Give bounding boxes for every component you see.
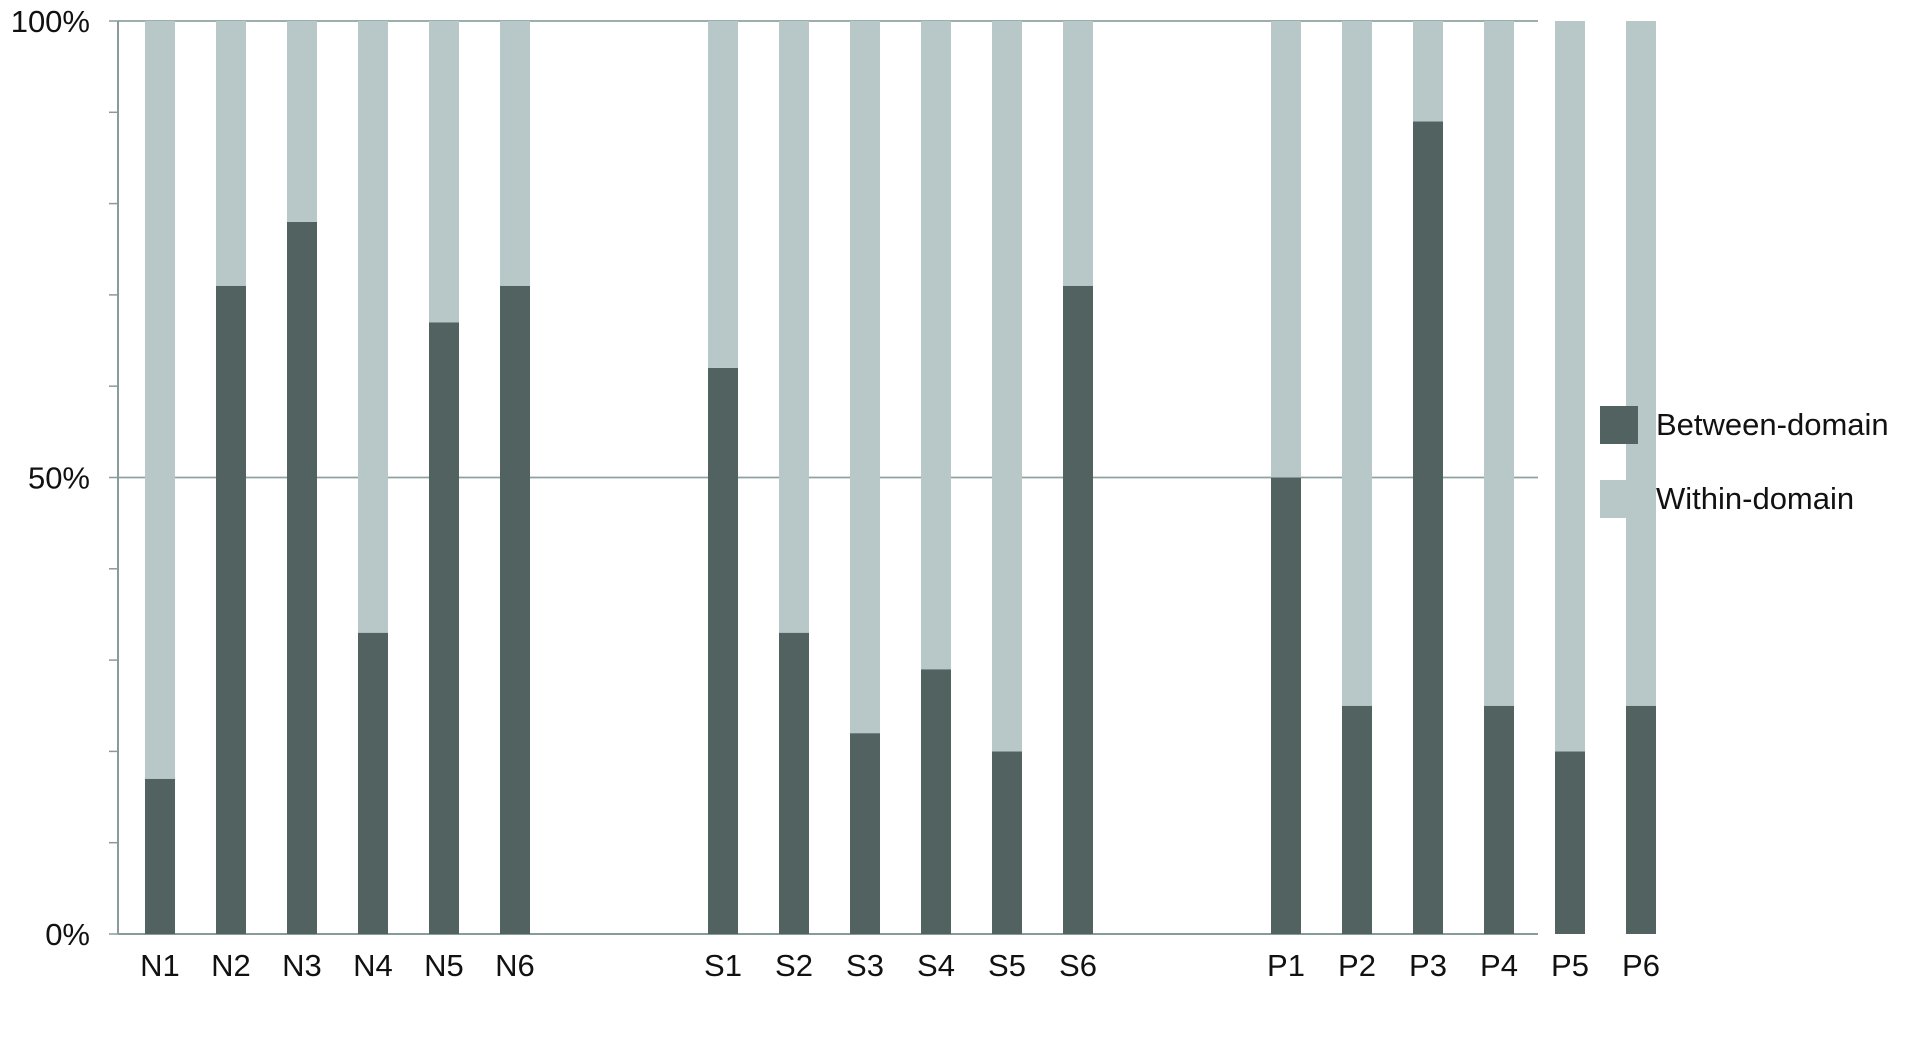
x-tick-label: N1 xyxy=(140,948,180,983)
x-tick-label: P6 xyxy=(1622,948,1660,983)
bar-p1-between-domain xyxy=(1271,477,1301,934)
bar-n2-between-domain xyxy=(216,285,246,934)
legend-item-between-domain: Between-domain xyxy=(1600,405,1889,445)
x-tick-label: P2 xyxy=(1338,948,1376,983)
bar-n2-within-domain xyxy=(216,21,246,286)
x-tick-label: S2 xyxy=(775,948,813,983)
bar-n6-between-domain xyxy=(500,285,530,934)
x-tick-label: S3 xyxy=(846,948,884,983)
bar-p4-within-domain xyxy=(1484,21,1514,706)
bar-n3-within-domain xyxy=(287,21,317,222)
x-tick-label: S1 xyxy=(704,948,742,983)
bar-s3-within-domain xyxy=(850,21,880,734)
bar-n5-within-domain xyxy=(429,21,459,323)
bar-s5-within-domain xyxy=(992,21,1022,752)
bar-s1-within-domain xyxy=(708,21,738,368)
bar-n5-between-domain xyxy=(429,322,459,934)
y-tick-label: 50% xyxy=(28,461,90,496)
bar-n6-within-domain xyxy=(500,21,530,286)
bar-s4-within-domain xyxy=(921,21,951,670)
x-tick-label: N3 xyxy=(282,948,322,983)
bar-s3-between-domain xyxy=(850,733,880,934)
bar-s5-between-domain xyxy=(992,751,1022,934)
x-tick-label: P5 xyxy=(1551,948,1589,983)
x-tick-label: S6 xyxy=(1059,948,1097,983)
bar-p3-between-domain xyxy=(1413,121,1443,935)
bar-n4-between-domain xyxy=(358,632,388,934)
legend-swatch-within-domain xyxy=(1600,480,1638,518)
x-tick-label: P4 xyxy=(1480,948,1518,983)
legend-swatch-between-domain xyxy=(1600,406,1638,444)
bar-n1-between-domain xyxy=(145,778,175,934)
bar-p3-within-domain xyxy=(1413,21,1443,122)
y-tick-label: 100% xyxy=(11,4,90,39)
bar-s1-between-domain xyxy=(708,367,738,934)
bar-p1-within-domain xyxy=(1271,21,1301,478)
bar-n4-within-domain xyxy=(358,21,388,633)
chart-legend: Between-domain Within-domain xyxy=(1600,405,1889,553)
bar-p4-between-domain xyxy=(1484,705,1514,934)
legend-label-between-domain: Between-domain xyxy=(1656,407,1889,442)
bar-n1-within-domain xyxy=(145,21,175,779)
bar-s6-between-domain xyxy=(1063,285,1093,934)
bar-s2-within-domain xyxy=(779,21,809,633)
legend-label-within-domain: Within-domain xyxy=(1656,481,1855,516)
bar-s2-between-domain xyxy=(779,632,809,934)
x-tick-label: N6 xyxy=(495,948,535,983)
bar-p2-within-domain xyxy=(1342,21,1372,706)
x-tick-label: S4 xyxy=(917,948,955,983)
legend-item-within-domain: Within-domain xyxy=(1600,479,1889,519)
bar-s4-between-domain xyxy=(921,669,951,934)
bar-n3-between-domain xyxy=(287,221,317,935)
bar-p5-within-domain xyxy=(1555,21,1585,752)
x-tick-label: N4 xyxy=(353,948,393,983)
bar-s6-within-domain xyxy=(1063,21,1093,286)
x-tick-label: P1 xyxy=(1267,948,1305,983)
y-tick-label: 0% xyxy=(45,917,90,952)
bar-p6-between-domain xyxy=(1626,705,1656,934)
x-tick-label: S5 xyxy=(988,948,1026,983)
x-tick-label: P3 xyxy=(1409,948,1447,983)
bar-p5-between-domain xyxy=(1555,751,1585,934)
bar-p6-within-domain xyxy=(1626,21,1656,706)
x-tick-label: N5 xyxy=(424,948,464,983)
x-tick-label: N2 xyxy=(211,948,251,983)
bar-p2-between-domain xyxy=(1342,705,1372,934)
